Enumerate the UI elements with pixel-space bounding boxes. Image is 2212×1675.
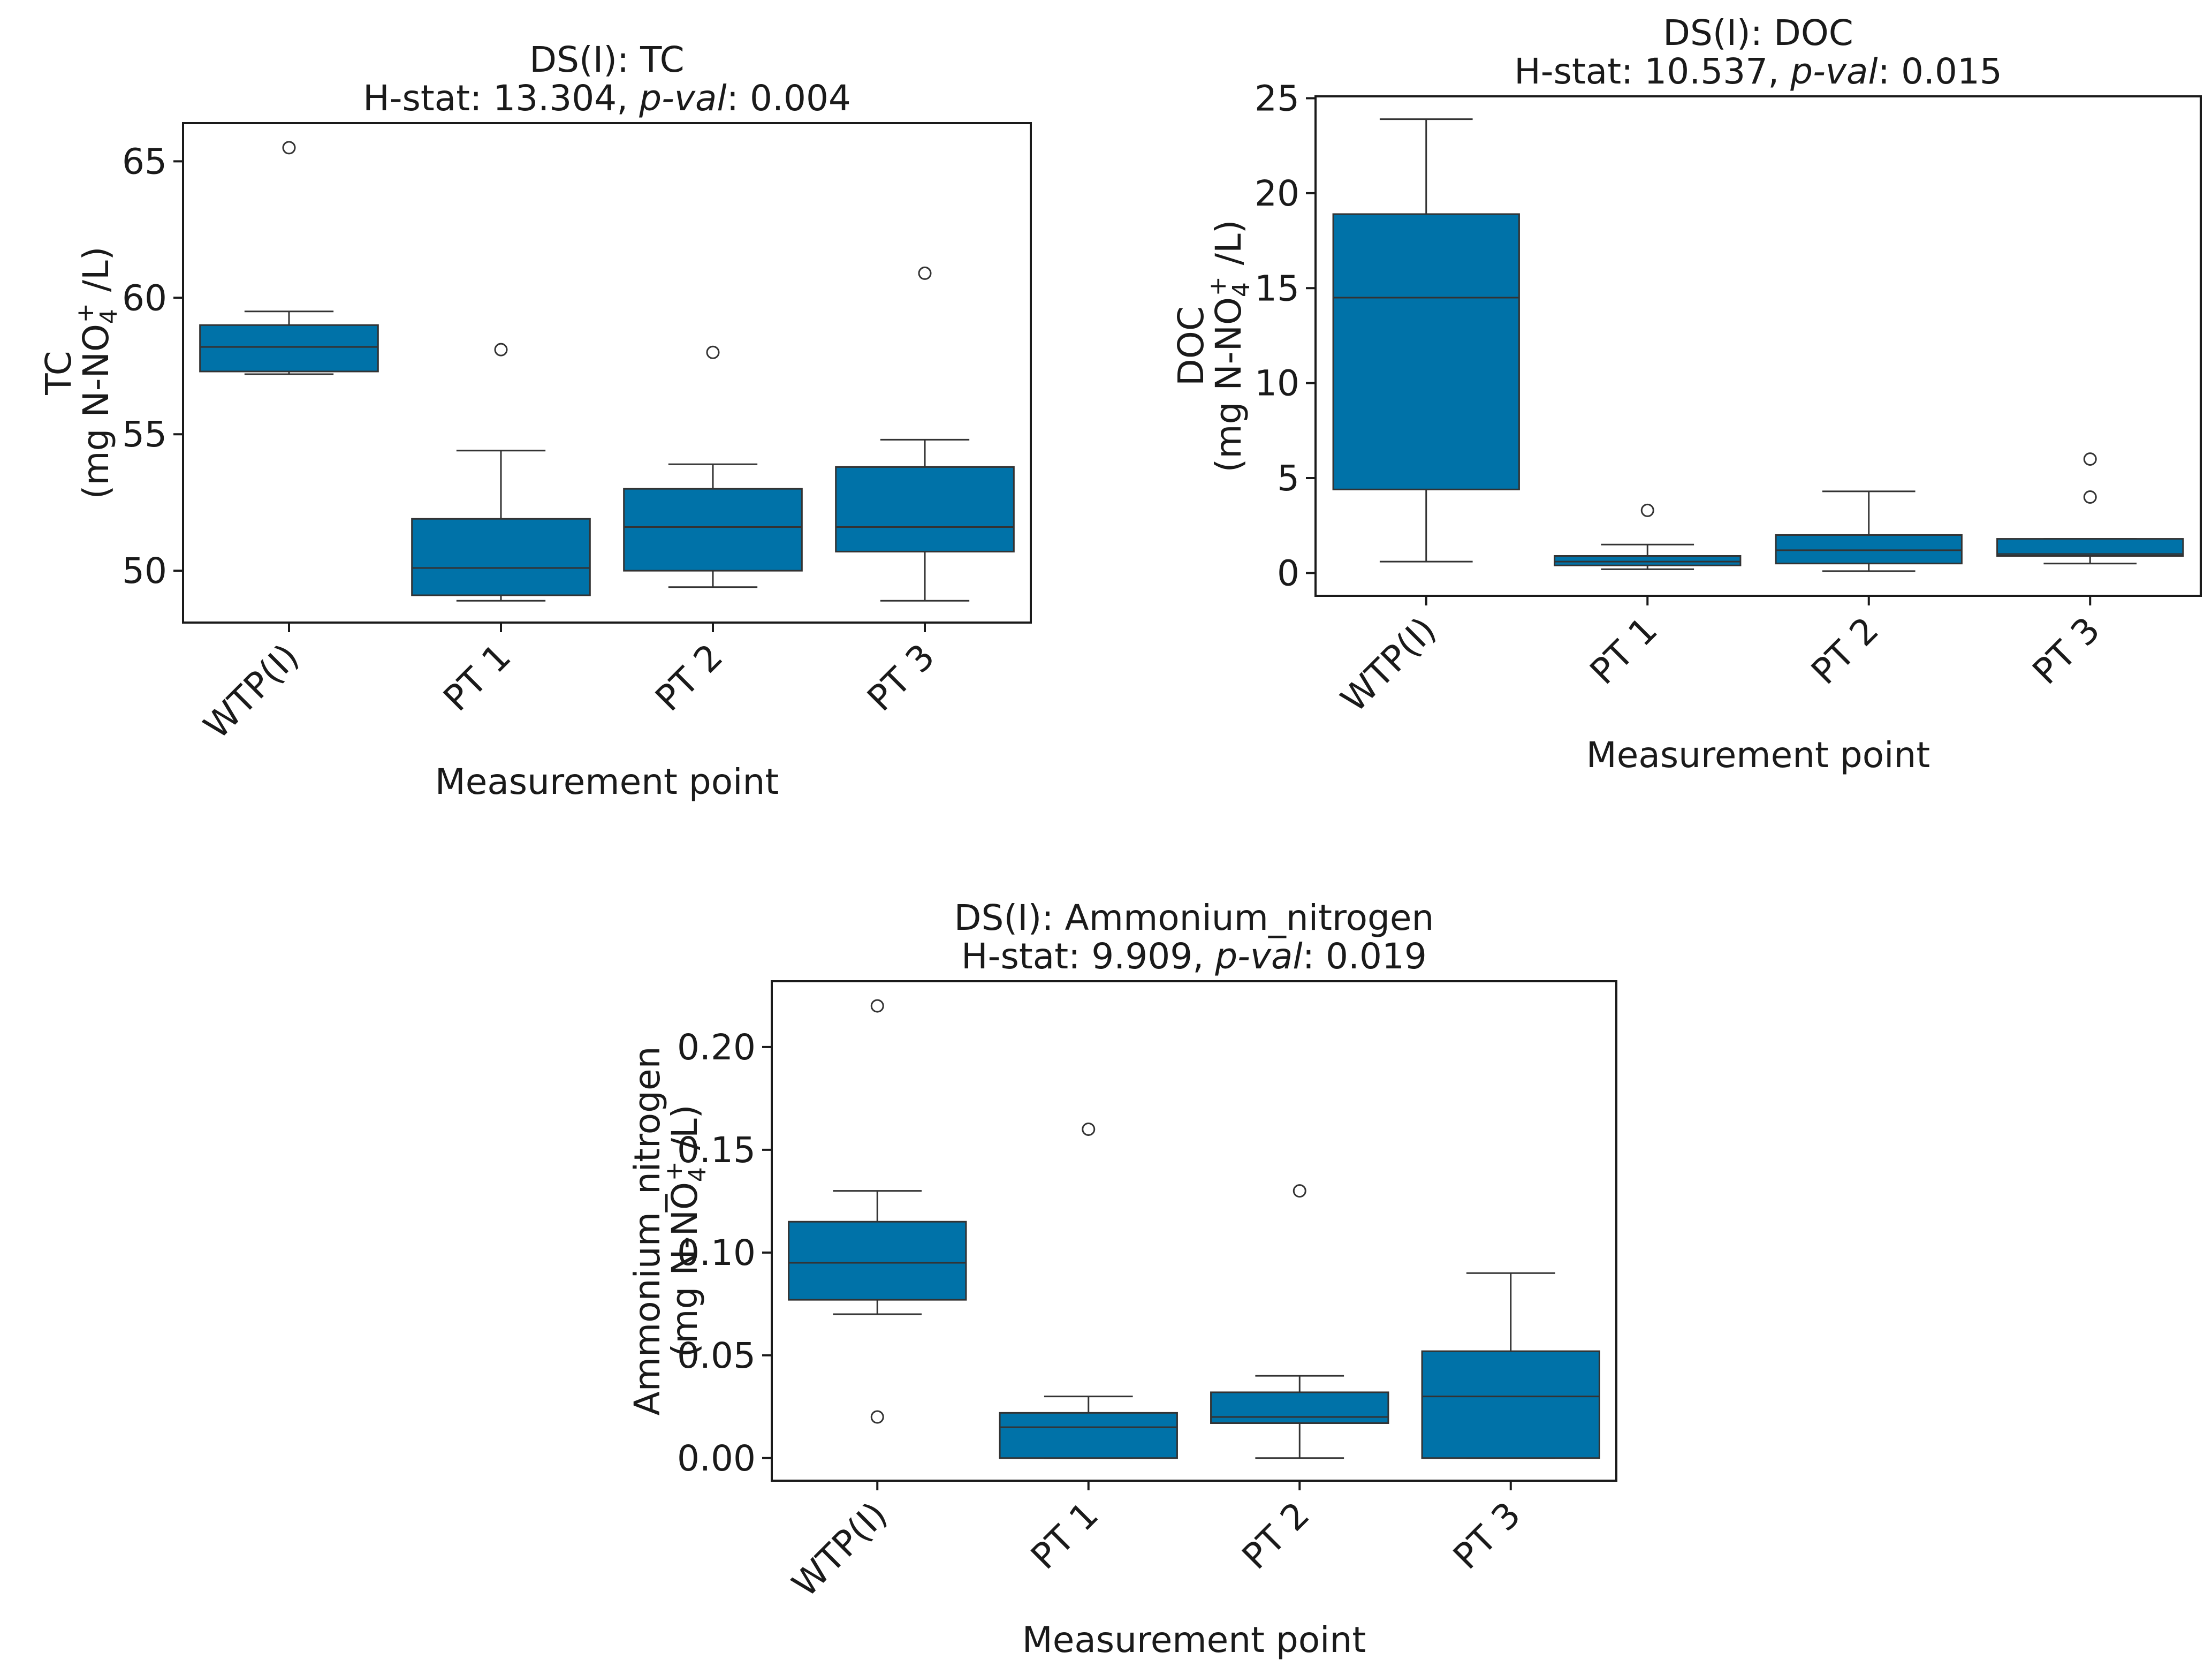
x-axis-label: Measurement point: [1586, 734, 1930, 776]
box-wtp-i-: [788, 999, 967, 1424]
y-axis-label: DOC: [1170, 306, 1212, 386]
x-tick-label: WTP(I): [1333, 609, 1444, 720]
y-axis-unit-label: (mg N-NO4+ /L): [1204, 219, 1255, 472]
box-wtp-i-: [1332, 118, 1520, 563]
outlier-point: [2083, 452, 2097, 466]
iqr-box: [1332, 213, 1520, 490]
y-axis-unit-label: (mg N-NO4+ /L): [660, 1104, 711, 1357]
y-tick-label: 0.20: [677, 1027, 756, 1068]
y-tick-label: 15: [1255, 268, 1299, 309]
box-pt-3: [1421, 1272, 1600, 1459]
x-tick-label: WTP(I): [196, 636, 307, 747]
iqr-box: [1554, 555, 1742, 566]
iqr-box: [1210, 1391, 1389, 1424]
plot-frame: [771, 980, 1617, 1482]
iqr-box: [1996, 538, 2184, 557]
y-axis-unit-label: (mg N-NO4+ /L): [72, 246, 123, 499]
y-tick-label: 65: [122, 141, 167, 182]
outlier-point: [2083, 490, 2097, 504]
plot-frame: [182, 122, 1032, 624]
iqr-box: [788, 1221, 967, 1301]
iqr-box: [1775, 534, 1963, 565]
y-axis-label: TC: [38, 351, 79, 396]
chart-title: DS(I): DOC: [1663, 12, 1853, 54]
y-tick-label: 0.00: [677, 1438, 756, 1479]
x-tick-label: PT 3: [860, 636, 943, 719]
iqr-box: [999, 1412, 1178, 1459]
x-tick-label: PT 2: [1803, 609, 1887, 693]
chart-stat-line: H-stat: 9.909, p-val: 0.019: [961, 936, 1427, 977]
y-tick-label: 50: [122, 550, 167, 592]
box-pt-1: [411, 343, 591, 602]
x-tick-label: PT 1: [1582, 609, 1666, 693]
outlier-point: [870, 999, 884, 1013]
outlier-point: [706, 345, 720, 359]
y-tick-label: 0.05: [677, 1335, 756, 1376]
chart-tc: DS(I): TCH-stat: 13.304, p-val: 0.004 50 5…: [38, 39, 1032, 802]
box-pt-3: [835, 266, 1015, 602]
iqr-box: [623, 488, 803, 572]
y-tick-label: 0.10: [677, 1232, 756, 1274]
iqr-box: [1421, 1350, 1600, 1459]
outlier-point: [918, 266, 932, 280]
y-tick-label: 0: [1277, 552, 1299, 594]
y-tick-label: 55: [122, 414, 167, 455]
y-tick-label: 60: [122, 277, 167, 319]
x-axis-label: Measurement point: [435, 761, 779, 802]
chart-title: DS(I): TC: [529, 39, 684, 80]
plot-frame: [1314, 95, 2202, 597]
y-tick-label: 25: [1255, 78, 1299, 119]
iqr-box: [199, 324, 379, 373]
box-pt-2: [623, 345, 803, 588]
outlier-point: [1293, 1184, 1306, 1198]
box-pt-3: [1996, 452, 2184, 565]
y-tick-label: 20: [1255, 173, 1299, 214]
y-tick-label: 5: [1277, 458, 1299, 499]
x-tick-label: PT 3: [2025, 609, 2108, 693]
box-pt-2: [1210, 1184, 1389, 1459]
outlier-point: [1640, 503, 1654, 517]
x-tick-label: PT 1: [1023, 1494, 1106, 1578]
x-tick-label: PT 1: [436, 636, 519, 719]
y-tick-label: 10: [1255, 363, 1299, 404]
y-tick-label: 0.15: [677, 1130, 756, 1171]
x-tick-label: PT 2: [648, 636, 731, 719]
outlier-point: [494, 343, 508, 357]
x-tick-label: PT 2: [1234, 1494, 1318, 1578]
y-axis-label: Ammonium_nitrogen: [627, 1047, 668, 1416]
box-pt-1: [1554, 503, 1742, 570]
chart-stat-line: H-stat: 10.537, p-val: 0.015: [1514, 51, 2002, 92]
chart-stat-line: H-stat: 13.304, p-val: 0.004: [363, 78, 851, 119]
x-axis-label: Measurement point: [1022, 1619, 1366, 1661]
x-tick-label: PT 3: [1445, 1494, 1529, 1578]
iqr-box: [835, 466, 1015, 552]
outlier-point: [282, 141, 296, 155]
box-pt-2: [1775, 490, 1963, 572]
outlier-point: [870, 1410, 884, 1424]
box-pt-1: [999, 1122, 1178, 1459]
iqr-box: [411, 518, 591, 596]
outlier-point: [1082, 1122, 1096, 1136]
chart-title: DS(I): Ammonium_nitrogen: [954, 897, 1434, 938]
x-tick-label: WTP(I): [784, 1494, 895, 1605]
box-wtp-i-: [199, 141, 379, 375]
